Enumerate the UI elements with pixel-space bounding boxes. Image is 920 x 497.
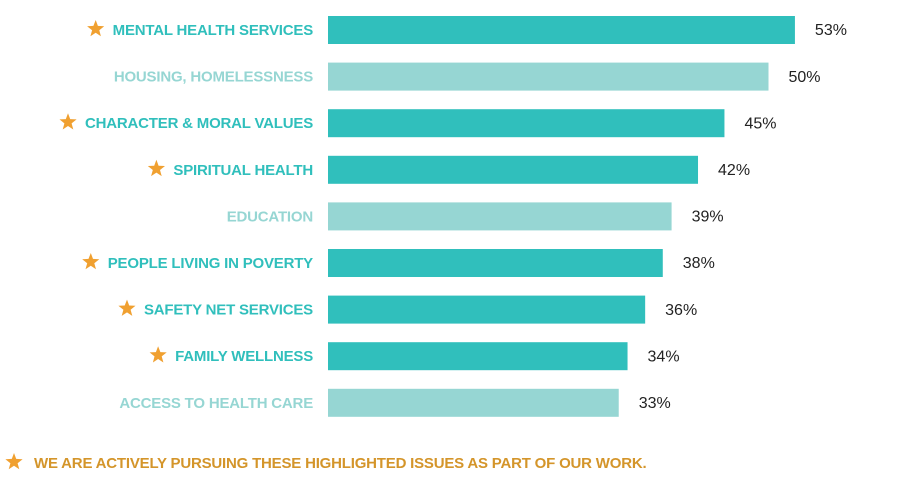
value-label: 38%	[683, 255, 715, 272]
value-label: 45%	[744, 115, 776, 132]
bar	[328, 249, 663, 277]
bar	[328, 16, 795, 44]
value-label: 34%	[648, 348, 680, 365]
star-icon	[147, 159, 165, 177]
bar	[328, 109, 725, 138]
bar	[328, 388, 619, 417]
star-icon	[5, 453, 23, 470]
value-label: 53%	[815, 22, 847, 39]
category-label: CHARACTER & MORAL VALUES	[85, 115, 313, 132]
category-label: PEOPLE LIVING IN POVERTY	[108, 255, 313, 272]
star-icon	[59, 113, 77, 130]
value-label: 33%	[639, 395, 671, 412]
bar	[328, 295, 646, 324]
category-label: MENTAL HEALTH SERVICES	[113, 22, 314, 39]
category-label: SAFETY NET SERVICES	[144, 302, 313, 319]
value-label: 39%	[692, 209, 724, 226]
category-label: FAMILY WELLNESS	[175, 348, 313, 365]
bar	[328, 155, 699, 184]
bar	[328, 62, 769, 91]
bar	[328, 342, 628, 371]
value-label: 42%	[718, 162, 750, 179]
star-icon	[87, 20, 105, 37]
star-icon	[118, 299, 136, 316]
category-label: EDUCATION	[227, 208, 313, 225]
category-label: SPIRITUAL HEALTH	[173, 162, 313, 179]
value-label: 36%	[665, 302, 697, 319]
footnote: WE ARE ACTIVELY PURSUING THESE HIGHLIGHT…	[34, 455, 646, 472]
star-icon	[82, 253, 100, 270]
category-label: ACCESS TO HEALTH CARE	[119, 395, 313, 412]
category-label: HOUSING, HOMELESSNESS	[114, 69, 313, 86]
bar	[328, 202, 672, 231]
star-icon	[149, 346, 167, 363]
value-label: 50%	[789, 69, 821, 86]
